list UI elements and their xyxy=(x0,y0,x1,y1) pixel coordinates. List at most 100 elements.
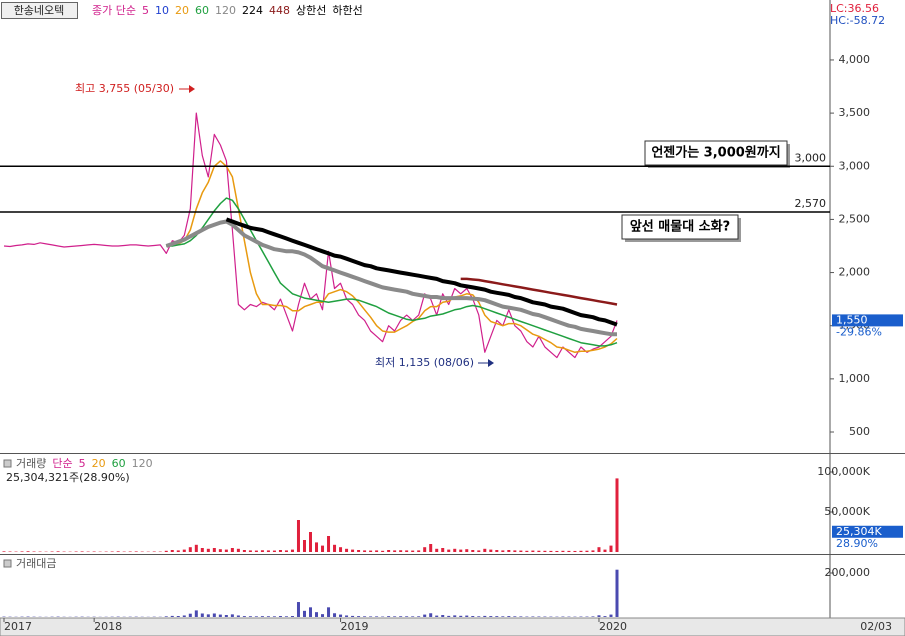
bar xyxy=(543,550,547,552)
bar xyxy=(230,614,234,617)
bar xyxy=(315,542,319,552)
legend-item: 224 xyxy=(242,4,263,17)
bar xyxy=(423,614,427,617)
bar xyxy=(573,550,577,552)
stock-name: 한송네오텍 xyxy=(14,4,65,17)
bar xyxy=(363,550,367,552)
y-tick-label: 500 xyxy=(849,425,870,438)
x-tick-label: 2019 xyxy=(341,620,369,633)
bar xyxy=(441,615,445,617)
low-annotation: 최저 1,135 (08/06) xyxy=(375,356,474,369)
series-line xyxy=(166,197,618,347)
bar xyxy=(555,550,559,552)
horizontal-line-label: 2,570 xyxy=(795,197,827,210)
last-value: 1,550 xyxy=(836,313,868,326)
bar xyxy=(609,545,613,552)
bar xyxy=(333,613,337,617)
bar xyxy=(284,550,288,552)
bar xyxy=(200,613,204,617)
last-value-box xyxy=(832,525,903,538)
bar xyxy=(218,549,222,552)
bar xyxy=(483,548,487,552)
bar xyxy=(429,544,433,552)
bar xyxy=(447,615,451,617)
bar xyxy=(2,551,6,552)
bar xyxy=(345,548,349,552)
lc-label: LC:36.56 xyxy=(830,2,879,15)
bar xyxy=(459,549,463,552)
legend-item: 종가 단순 xyxy=(92,4,136,17)
bar xyxy=(309,607,312,617)
series-line xyxy=(225,217,618,327)
bar xyxy=(477,550,481,552)
bar xyxy=(242,550,246,552)
subtitle: 25,304,321주(28.90%) xyxy=(6,471,130,484)
high-annotation: 최고 3,755 (05/30) xyxy=(75,82,174,95)
bar xyxy=(561,550,565,552)
y-tick-label: 2,000 xyxy=(839,266,871,279)
bar xyxy=(339,547,343,552)
horizontal-line-label: 3,000 xyxy=(795,151,827,164)
bar xyxy=(164,550,168,552)
bar xyxy=(20,551,24,552)
bar xyxy=(302,540,306,552)
y-tick-label: 200,000 xyxy=(825,566,871,579)
bar xyxy=(333,544,337,552)
bar xyxy=(435,548,439,552)
plot-0 xyxy=(3,112,618,359)
bar xyxy=(248,550,252,552)
bar xyxy=(519,616,523,617)
bar xyxy=(405,550,409,552)
bar xyxy=(375,616,379,617)
bar xyxy=(603,616,607,617)
bar xyxy=(531,550,535,552)
legend-item: 거래대금 xyxy=(16,557,56,570)
time-axis xyxy=(0,617,905,636)
bar xyxy=(363,616,367,617)
legend-item: 5 xyxy=(142,4,149,17)
stock-name-box xyxy=(1,2,78,19)
x-tick-label: 2017 xyxy=(4,620,32,633)
y-tick-label: 3,000 xyxy=(839,159,871,172)
bar xyxy=(296,602,300,617)
last-change: 28.90% xyxy=(836,537,878,550)
bar xyxy=(266,616,270,617)
series-line xyxy=(460,277,618,306)
callout: 언젠가는 3,000원까지 xyxy=(644,140,790,168)
bar xyxy=(603,549,607,552)
bar xyxy=(321,614,325,617)
bar xyxy=(278,550,282,552)
bar xyxy=(429,613,433,617)
y-tick-label: 2,500 xyxy=(839,212,871,225)
bar xyxy=(182,615,186,617)
bar xyxy=(272,550,276,552)
bar xyxy=(224,615,228,617)
bar xyxy=(369,550,373,552)
bar xyxy=(387,550,391,552)
bar xyxy=(134,551,138,552)
series-line xyxy=(165,219,617,337)
callout-box xyxy=(644,140,788,166)
bar xyxy=(260,550,264,552)
bar xyxy=(327,607,331,617)
bar xyxy=(315,612,319,617)
bar xyxy=(212,548,216,552)
bar xyxy=(339,614,343,617)
bar xyxy=(116,551,120,552)
bar xyxy=(188,613,192,617)
y-tick-label: 50,000K xyxy=(824,505,870,518)
legend-item: 단순 xyxy=(52,457,72,470)
bar xyxy=(345,615,349,617)
bar xyxy=(423,547,427,552)
plot-2 xyxy=(2,569,619,617)
bar xyxy=(501,616,505,617)
bar xyxy=(254,550,258,552)
bar xyxy=(507,550,511,552)
bar xyxy=(242,616,246,617)
bar xyxy=(519,550,523,552)
callout-text: 언젠가는 3,000원까지 xyxy=(651,145,780,161)
bar xyxy=(321,545,325,552)
bar xyxy=(471,616,475,617)
bar xyxy=(260,616,264,617)
